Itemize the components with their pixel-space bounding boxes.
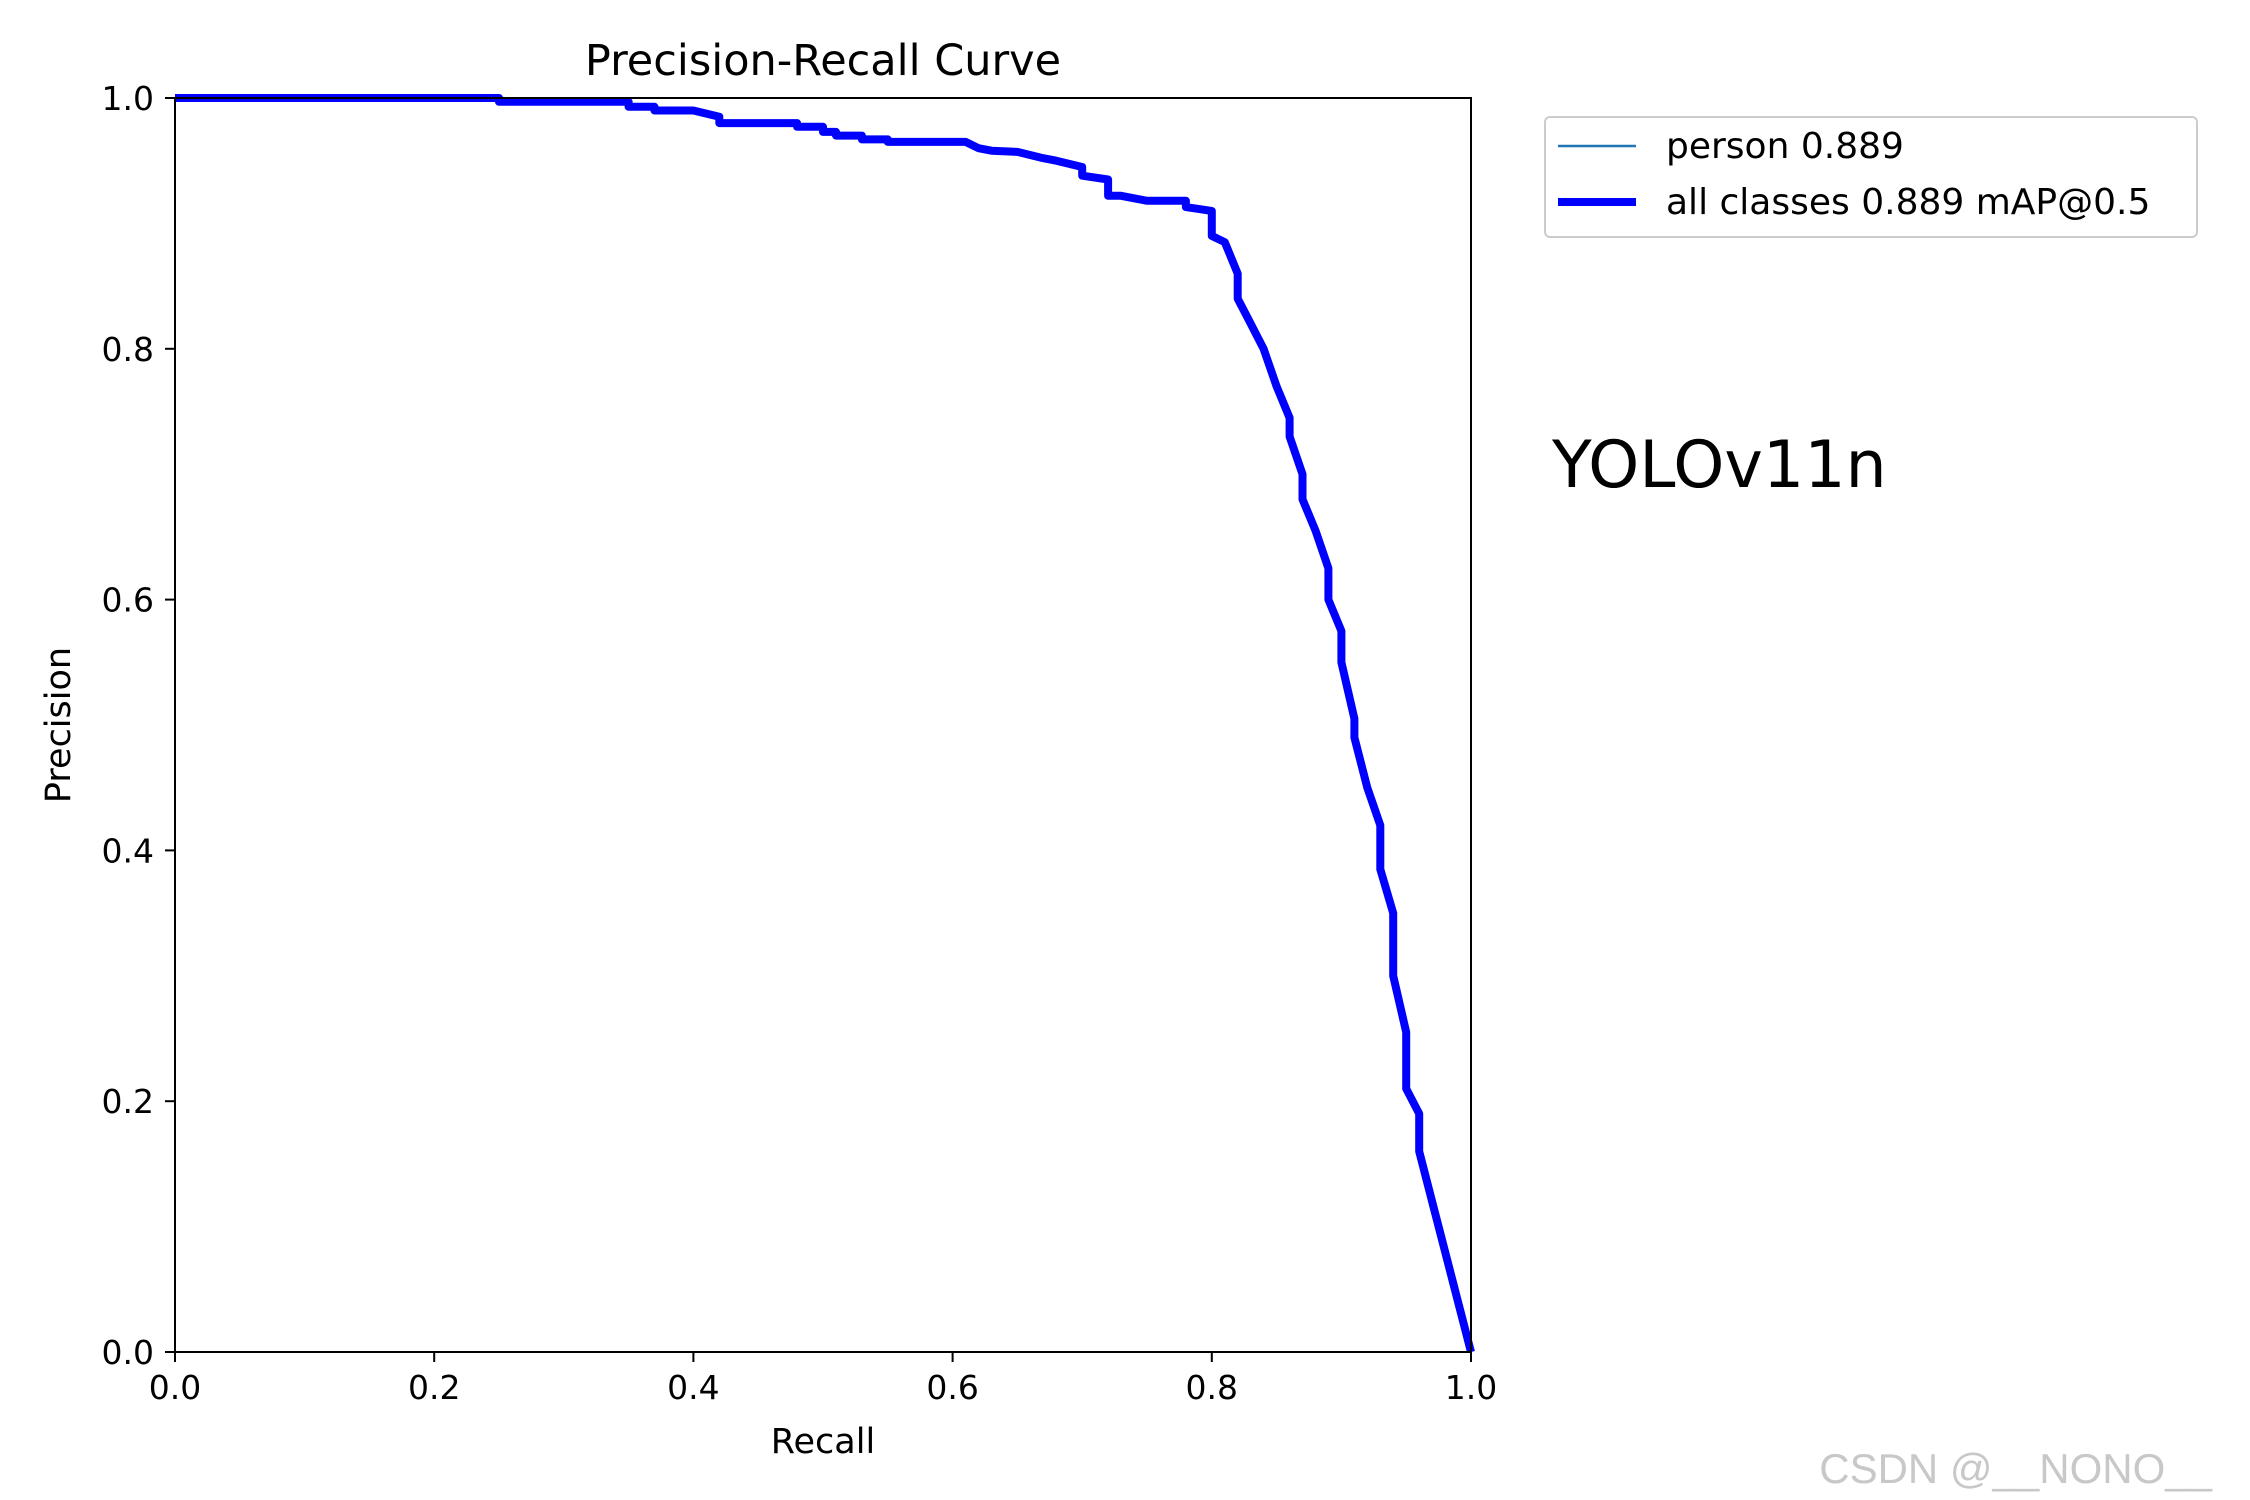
chart-title: Precision-Recall Curve [585, 36, 1061, 86]
x-tick-label: 0.6 [926, 1368, 978, 1407]
x-tick-label: 0.2 [408, 1368, 460, 1407]
legend: person 0.889 all classes 0.889 mAP@0.5 [1544, 116, 2198, 238]
x-tick-label: 0.8 [1186, 1368, 1238, 1407]
series-line-all-classes [175, 94, 1475, 1354]
y-axis-label: Precision [39, 647, 79, 803]
model-name-annotation: YOLOv11n [1551, 428, 1887, 503]
x-axis-label: Recall [771, 1422, 875, 1462]
legend-box [1544, 116, 2198, 238]
x-tick-label: 1.0 [1445, 1368, 1497, 1407]
watermark: CSDN @__NONO__ [1819, 1445, 2212, 1492]
y-tick-label: 0.4 [102, 831, 154, 870]
x-axis: 0.0 0.2 0.4 0.6 0.8 1.0 [149, 1352, 1497, 1407]
legend-label-person: person 0.889 [1666, 126, 1904, 167]
y-tick-label: 0.2 [102, 1082, 154, 1121]
legend-label-all-classes: all classes 0.889 mAP@0.5 [1666, 182, 2150, 223]
series-layer [175, 94, 1475, 1354]
y-tick-label: 0.8 [102, 330, 154, 369]
y-tick-label: 0.0 [102, 1333, 154, 1372]
y-tick-label: 1.0 [102, 79, 154, 118]
plot-frame [174, 97, 1472, 1353]
y-tick-label: 0.6 [102, 581, 154, 620]
y-axis: 0.0 0.2 0.4 0.6 0.8 1.0 [102, 79, 175, 1372]
series-line-person [175, 96, 1473, 1353]
x-tick-label: 0.0 [149, 1368, 201, 1407]
x-tick-label: 0.4 [667, 1368, 719, 1407]
